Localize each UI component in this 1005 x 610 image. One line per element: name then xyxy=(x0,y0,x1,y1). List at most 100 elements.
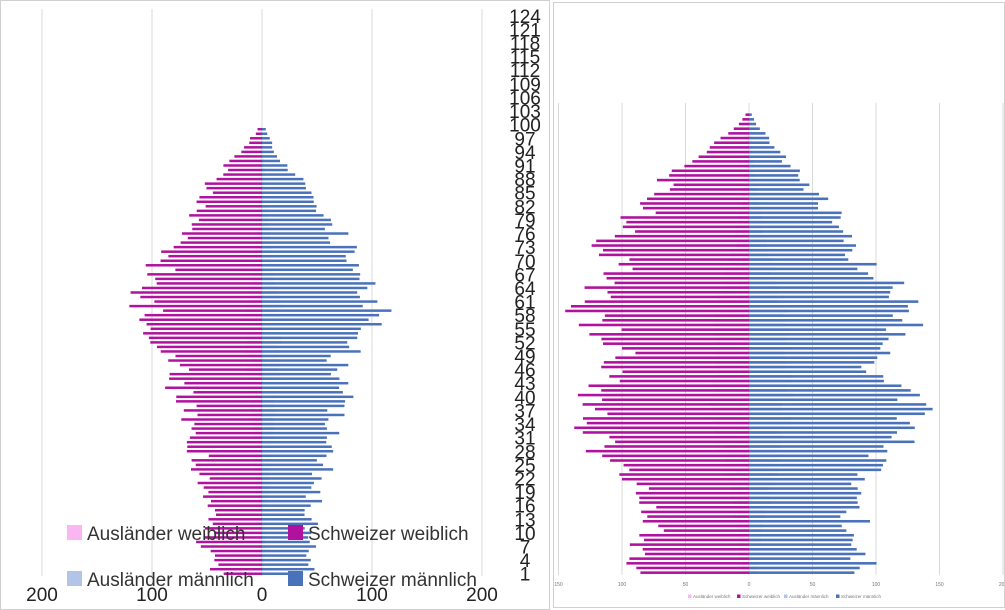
right-bar-schweizer-weiblich-age-5 xyxy=(642,548,749,551)
left-bar-schweizer-weiblich-age-5 xyxy=(210,549,262,553)
left-bar-schweizer-m-nnlich-age-87 xyxy=(262,177,304,181)
right-bar-schweizer-weiblich-age-34 xyxy=(607,412,749,416)
left-bar-schweizer-weiblich-age-20 xyxy=(197,481,262,485)
right-bar-schweizer-weiblich-age-2 xyxy=(626,562,749,565)
right-bar-schweizer-m-nnlich-age-80 xyxy=(749,197,829,201)
right-bar-schweizer-m-nnlich-age-27 xyxy=(749,445,884,448)
right-bar-schweizer-m-nnlich-age-55 xyxy=(749,314,893,317)
left-bar-schweizer-m-nnlich-age-26 xyxy=(262,454,327,458)
left-legend: Ausländer weiblich Schweizer weiblich Ausl… xyxy=(67,524,477,591)
right-bar-schweizer-m-nnlich-age-61 xyxy=(749,286,893,289)
right-x-tick-0: 150 xyxy=(554,582,563,588)
right-bar-schweizer-weiblich-age-38 xyxy=(577,393,749,397)
left-bar-schweizer-m-nnlich-age-62 xyxy=(262,291,358,294)
left-bar-schweizer-weiblich-age-19 xyxy=(203,486,262,489)
left-bar-schweizer-weiblich-age-29 xyxy=(186,440,262,444)
right-bar-schweizer-m-nnlich-age-95 xyxy=(749,127,760,130)
left-bar-schweizer-weiblich-age-51 xyxy=(150,341,262,344)
left-bar-schweizer-m-nnlich-age-40 xyxy=(262,391,343,394)
right-bar-schweizer-weiblich-age-9 xyxy=(663,529,749,532)
left-legend-label-2: Ausländer männlich xyxy=(87,570,254,591)
left-bar-schweizer-weiblich-age-45 xyxy=(189,368,262,371)
left-bar-schweizer-m-nnlich-age-53 xyxy=(262,332,359,335)
right-bar-schweizer-m-nnlich-age-92 xyxy=(749,141,770,145)
left-bar-schweizer-m-nnlich-age-16 xyxy=(262,499,323,503)
left-bar-schweizer-weiblich-age-23 xyxy=(191,468,262,471)
right-bar-schweizer-m-nnlich-age-49 xyxy=(749,342,883,345)
left-bar-schweizer-m-nnlich-age-82 xyxy=(262,200,314,204)
left-bar-schweizer-m-nnlich-age-50 xyxy=(262,345,350,349)
left-age-tick-31: 31 xyxy=(514,429,535,450)
right-bar-schweizer-m-nnlich-age-88 xyxy=(749,160,782,163)
left-legend-swatch-2 xyxy=(67,571,82,586)
left-bar-schweizer-m-nnlich-age-21 xyxy=(262,477,322,480)
left-age-tick-34: 34 xyxy=(514,415,536,436)
left-bar-schweizer-weiblich-age-56 xyxy=(139,318,262,321)
right-bar-schweizer-m-nnlich-age-89 xyxy=(749,155,787,159)
right-bar-schweizer-weiblich-age-61 xyxy=(584,286,749,289)
right-bar-schweizer-weiblich-age-13 xyxy=(641,510,749,514)
left-bar-schweizer-m-nnlich-age-71 xyxy=(262,250,355,253)
left-bar-schweizer-m-nnlich-age-4 xyxy=(262,554,307,557)
left-bar-schweizer-weiblich-age-61 xyxy=(140,295,262,299)
left-bar-schweizer-m-nnlich-age-5 xyxy=(262,549,309,553)
left-bar-schweizer-m-nnlich-age-46 xyxy=(262,363,349,367)
right-bar-schweizer-m-nnlich-age-46 xyxy=(749,356,878,359)
right-bar-schweizer-weiblich-age-12 xyxy=(647,515,749,518)
right-bar-schweizer-m-nnlich-age-94 xyxy=(749,132,766,135)
right-x-tick-5: 100 xyxy=(872,582,881,588)
right-bar-schweizer-weiblich-age-24 xyxy=(610,459,749,462)
left-bar-schweizer-weiblich-age-93 xyxy=(241,150,262,154)
left-pyramid-panel: 1 4 7 10 13 16 19 22 25 28 31 34 37 40 43 46 49 52 55 58 61 6… xyxy=(0,0,550,610)
left-bar-schweizer-m-nnlich-age-23 xyxy=(262,468,334,471)
left-bar-schweizer-m-nnlich-age-65 xyxy=(262,277,360,281)
left-bar-schweizer-m-nnlich-age-94 xyxy=(262,146,273,149)
left-age-tick-61: 61 xyxy=(514,293,535,314)
right-bar-schweizer-weiblich-age-55 xyxy=(604,314,749,317)
left-bar-schweizer-m-nnlich-age-8 xyxy=(262,536,309,539)
right-bar-schweizer-weiblich-age-64 xyxy=(603,272,749,275)
right-bar-schweizer-m-nnlich-age-37 xyxy=(749,398,898,402)
left-bar-schweizer-m-nnlich-age-85 xyxy=(262,186,306,190)
left-bar-schweizer-m-nnlich-age-24 xyxy=(262,463,324,467)
right-bar-schweizer-weiblich-age-7 xyxy=(644,538,749,542)
left-age-tick-4: 4 xyxy=(520,551,531,572)
right-bar-schweizer-m-nnlich-age-9 xyxy=(749,529,847,532)
right-legend: Ausländer weiblich Schweizer weiblich Ausl… xyxy=(688,594,882,599)
right-bar-schweizer-m-nnlich-age-19 xyxy=(749,482,852,486)
left-bar-schweizer-weiblich-age-95 xyxy=(249,141,262,145)
right-bar-schweizer-m-nnlich-age-52 xyxy=(749,328,887,331)
left-bar-schweizer-m-nnlich-age-88 xyxy=(262,173,296,176)
left-bar-schweizer-weiblich-age-85 xyxy=(206,186,262,190)
right-bars xyxy=(565,113,933,574)
right-legend-label-2: Ausländer männlich xyxy=(789,594,829,599)
left-bar-schweizer-m-nnlich-age-86 xyxy=(262,182,306,185)
right-bar-schweizer-weiblich-age-70 xyxy=(591,244,749,247)
left-age-tick-118: 118 xyxy=(510,34,540,55)
right-bar-schweizer-weiblich-age-23 xyxy=(623,463,749,467)
left-bar-schweizer-m-nnlich-age-80 xyxy=(262,209,317,213)
right-bar-schweizer-weiblich-age-96 xyxy=(738,122,749,126)
left-bar-schweizer-m-nnlich-age-79 xyxy=(262,214,324,217)
left-bar-schweizer-m-nnlich-age-27 xyxy=(262,450,334,453)
right-bar-schweizer-weiblich-age-85 xyxy=(669,174,749,177)
left-bar-schweizer-m-nnlich-age-10 xyxy=(262,527,305,530)
right-legend-label-0: Ausländer weiblich xyxy=(693,594,731,599)
left-bar-schweizer-weiblich-age-59 xyxy=(129,304,262,308)
right-bar-schweizer-weiblich-age-3 xyxy=(629,557,749,560)
right-bar-schweizer-m-nnlich-age-1 xyxy=(749,566,860,570)
left-bar-schweizer-weiblich-age-70 xyxy=(168,254,262,258)
left-bar-schweizer-weiblich-age-83 xyxy=(199,196,262,199)
right-bar-schweizer-m-nnlich-age-78 xyxy=(749,206,818,210)
left-bar-schweizer-m-nnlich-age-20 xyxy=(262,481,314,485)
left-bar-schweizer-weiblich-age-71 xyxy=(161,250,262,253)
left-bar-schweizer-m-nnlich-age-55 xyxy=(262,323,382,326)
right-bar-schweizer-m-nnlich-age-20 xyxy=(749,477,865,481)
left-age-tick-25: 25 xyxy=(514,456,535,477)
right-bar-schweizer-m-nnlich-age-91 xyxy=(749,146,775,149)
right-bar-schweizer-m-nnlich-age-77 xyxy=(749,211,842,215)
left-bar-schweizer-m-nnlich-age-95 xyxy=(262,141,273,145)
right-bar-schweizer-weiblich-age-47 xyxy=(635,351,749,355)
left-bar-schweizer-m-nnlich-age-37 xyxy=(262,404,345,408)
right-bar-schweizer-m-nnlich-age-41 xyxy=(749,379,884,383)
